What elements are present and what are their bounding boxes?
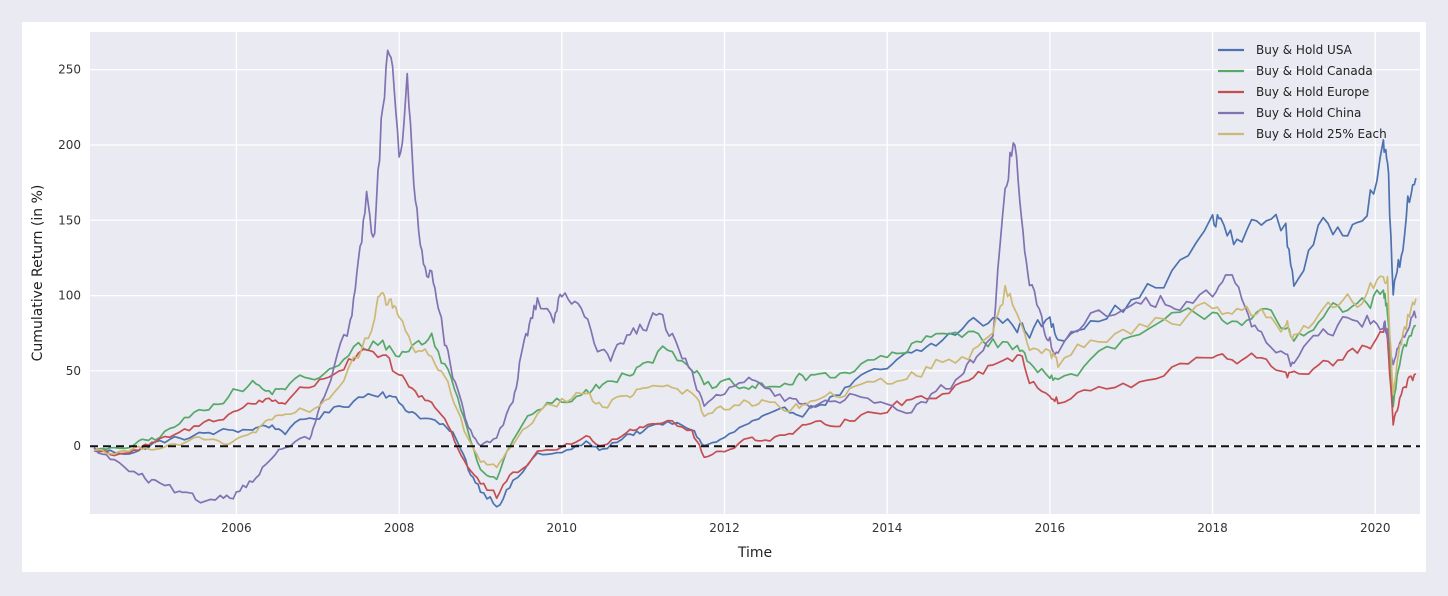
legend-label: Buy & Hold USA	[1256, 43, 1353, 57]
x-tick-label: 2012	[709, 521, 740, 535]
legend-label: Buy & Hold China	[1256, 106, 1361, 120]
line-chart: 2006 2008 2010 2012 2014 2016 2018 2020 0 50 100 1…	[30, 32, 1420, 561]
y-tick-label: 50	[66, 364, 81, 378]
x-axis-label: Time	[737, 545, 772, 561]
x-tick-label: 2018	[1197, 521, 1228, 535]
y-tick-label: 150	[58, 213, 81, 227]
legend-label: Buy & Hold Canada	[1256, 64, 1373, 78]
series-line-buy-hold-europe	[93, 326, 1417, 500]
series-line-buy-hold-25-each	[93, 275, 1417, 469]
x-tick-label: 2010	[547, 521, 578, 535]
x-tick-label: 2008	[384, 521, 415, 535]
y-tick-label: 250	[58, 63, 81, 77]
y-tick-labels: 0 50 100 150 200 250	[58, 63, 81, 454]
y-tick-label: 100	[58, 289, 81, 303]
legend: Buy & Hold USA Buy & Hold Canada Buy & Hol…	[1218, 43, 1387, 141]
series-line-buy-hold-china	[93, 49, 1417, 504]
legend-label: Buy & Hold 25% Each	[1256, 127, 1387, 141]
figure: 2006 2008 2010 2012 2014 2016 2018 2020 0 50 100 1…	[22, 22, 1426, 572]
x-tick-label: 2006	[221, 521, 252, 535]
x-tick-label: 2020	[1360, 521, 1391, 535]
x-tick-labels: 2006 2008 2010 2012 2014 2016 2018 2020	[221, 521, 1390, 535]
legend-label: Buy & Hold Europe	[1256, 85, 1369, 99]
y-tick-label: 200	[58, 138, 81, 152]
y-tick-label: 0	[73, 439, 81, 453]
series-line-buy-hold-canada	[93, 289, 1417, 481]
plot-area	[90, 32, 1420, 514]
y-axis-label: Cumulative Return (in %)	[30, 185, 46, 362]
x-tick-label: 2014	[872, 521, 903, 535]
grid	[90, 32, 1420, 514]
x-tick-label: 2016	[1035, 521, 1066, 535]
series-line-buy-hold-usa	[93, 139, 1417, 508]
series-group	[93, 49, 1417, 508]
